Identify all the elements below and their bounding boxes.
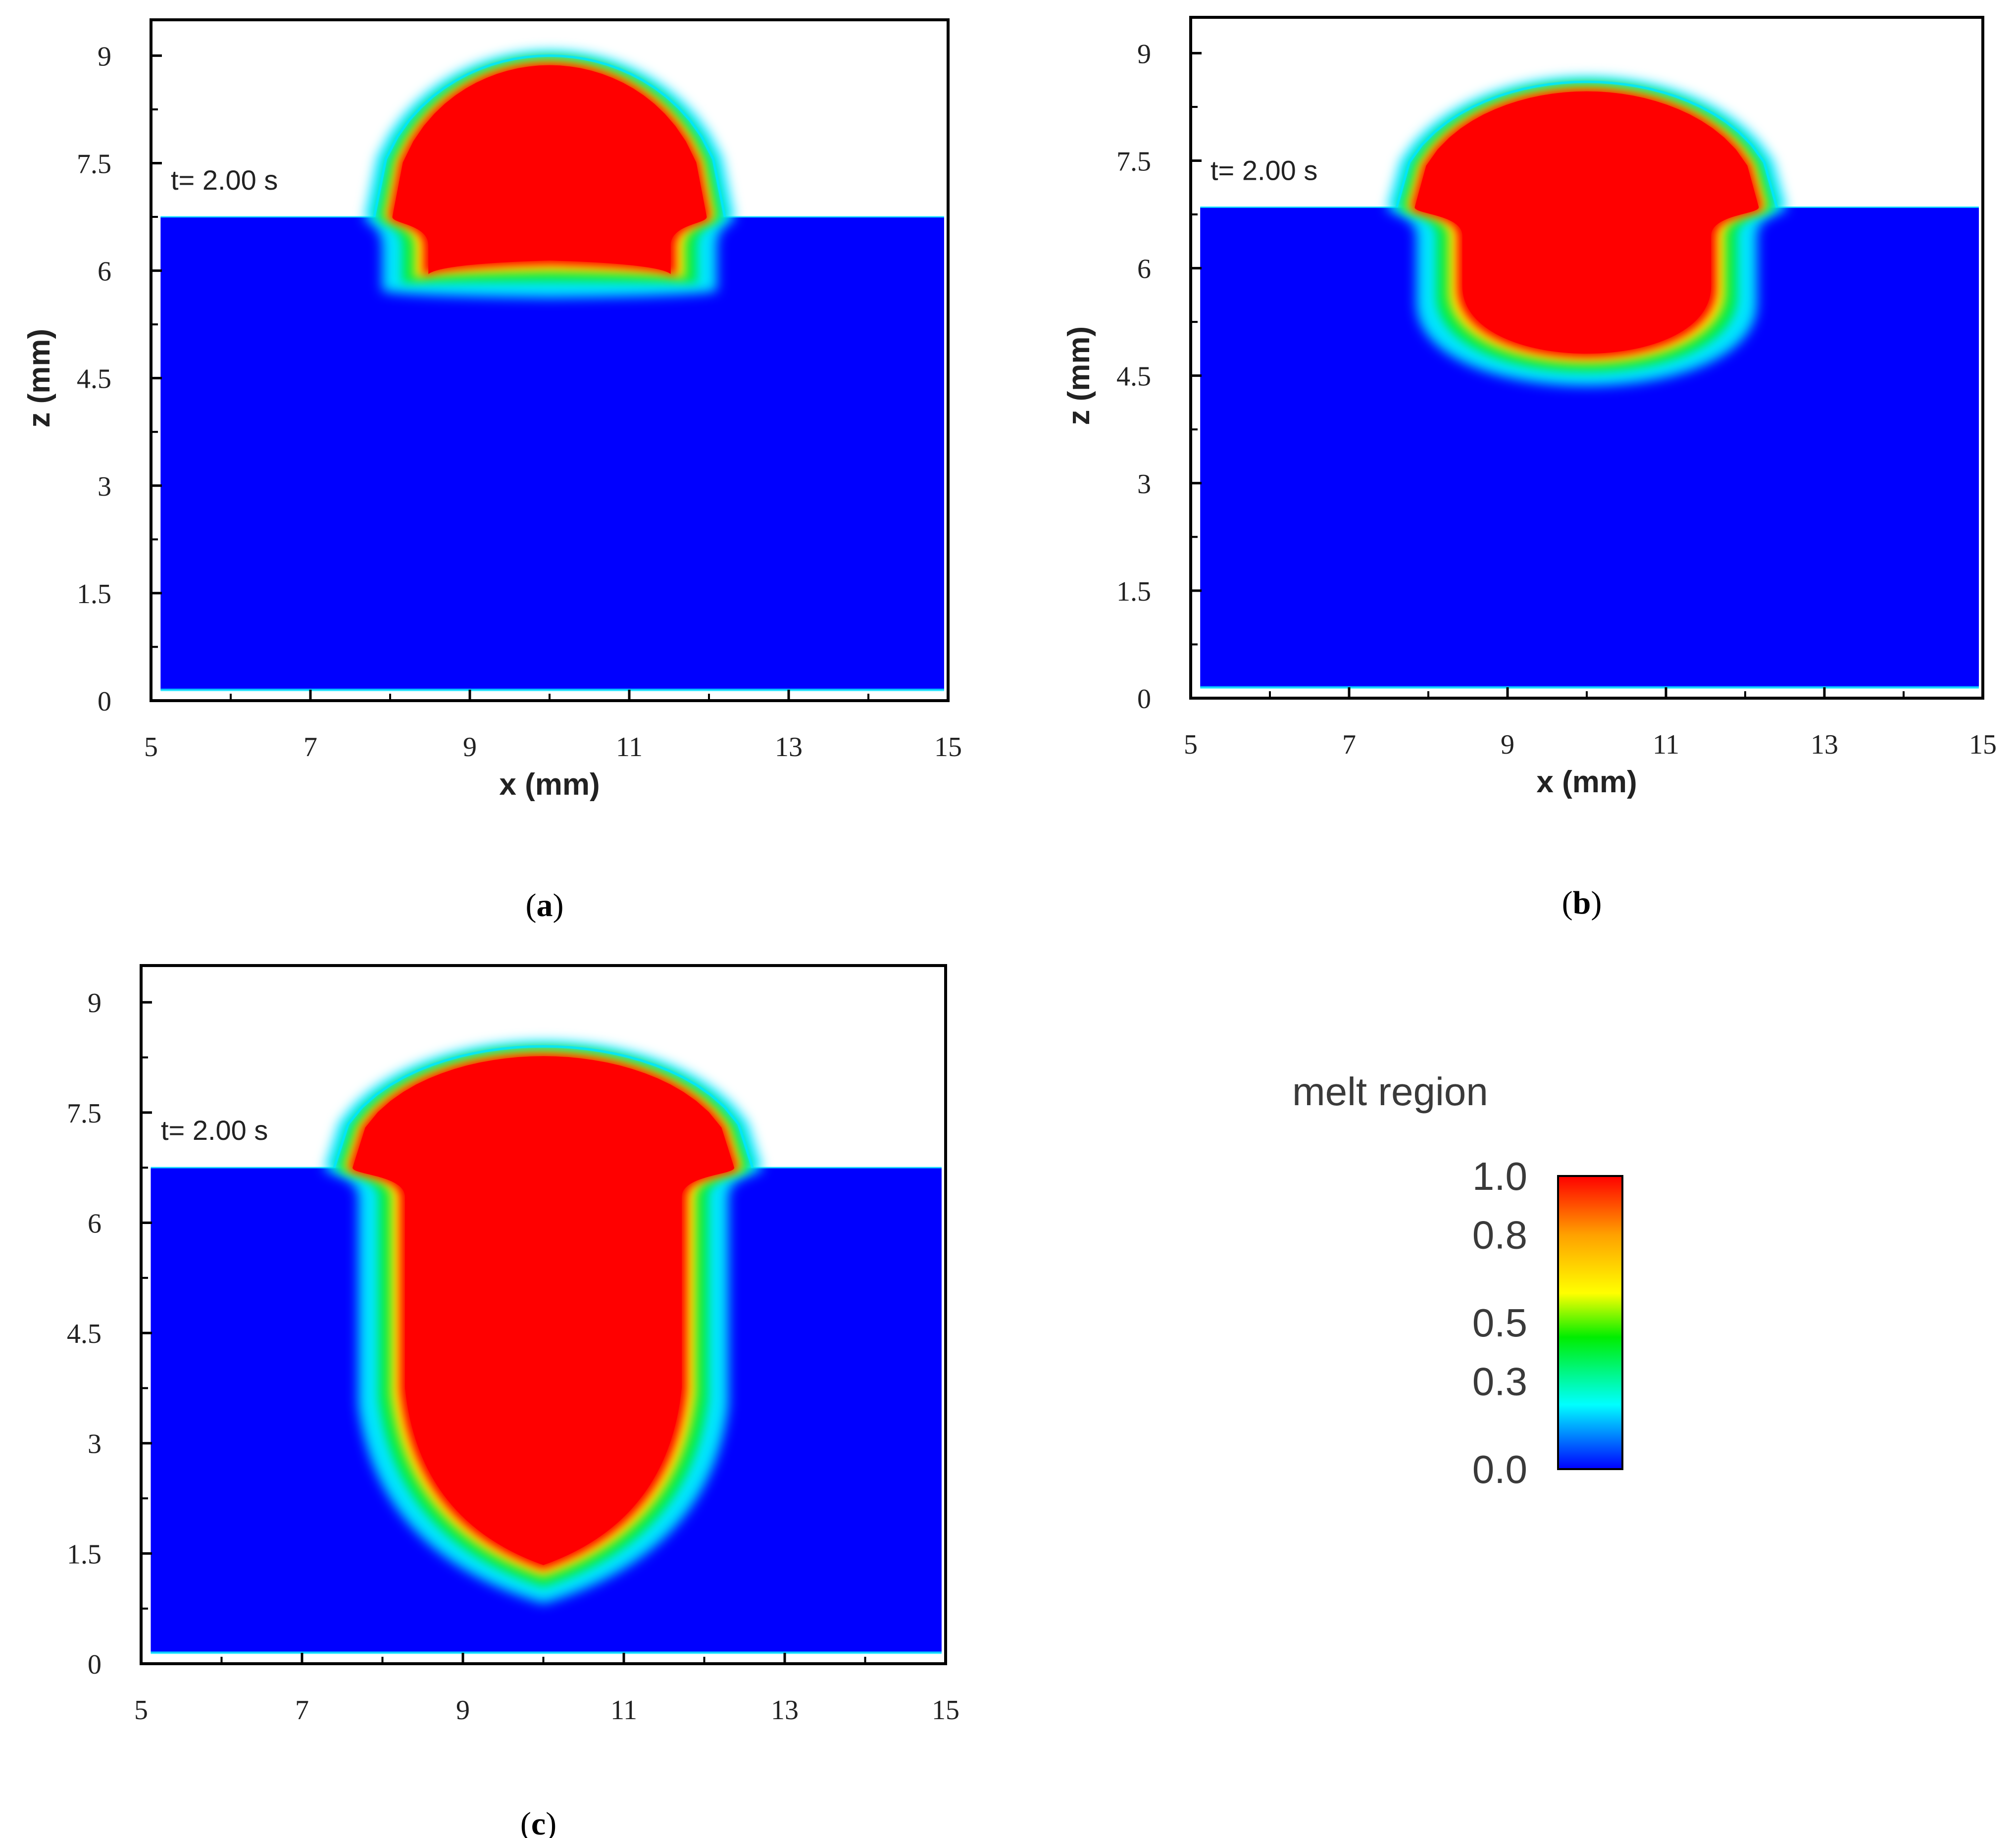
- y-tick-label-b-3: 4.5: [1116, 361, 1151, 392]
- y-tick-label-c-5: 7.5: [67, 1098, 101, 1129]
- legend-title: melt region: [1292, 1070, 1488, 1114]
- y-tick-label-a-0: 0: [98, 686, 111, 717]
- panel-c: 5 7 9 11 13 15 0 1.5 3 4.5 6 7.5 9 t= 2.00 s (c): [67, 964, 959, 1838]
- plot-area-c: [141, 966, 946, 1664]
- plot-area-a: [151, 20, 948, 701]
- legend-tick-label-3: 0.3: [1472, 1359, 1527, 1403]
- y-tick-label-b-6: 9: [1137, 39, 1151, 69]
- legend-tick-label-2: 0.5: [1472, 1301, 1527, 1345]
- x-tick-label-b-2: 9: [1501, 729, 1514, 760]
- plot-area-b: [1191, 17, 1983, 698]
- y-tick-label-c-3: 4.5: [67, 1319, 101, 1349]
- y-tick-label-b-4: 6: [1137, 254, 1151, 285]
- y-tick-label-c-0: 0: [88, 1649, 101, 1680]
- y-tick-label-b-0: 0: [1137, 684, 1151, 715]
- x-tick-label-a-0: 5: [144, 732, 158, 763]
- x-axis-label-a: x (mm): [499, 767, 600, 802]
- caption-a: (a): [526, 887, 564, 923]
- y-tick-label-a-6: 9: [98, 41, 111, 72]
- melt-core-b: [1414, 91, 1759, 354]
- panel-a: 5 7 9 11 13 15 0 1.5 3 4.5 6 7.5 9 t= 2.00 s x (mm) z (…: [22, 18, 962, 923]
- y-tick-label-a-4: 6: [98, 256, 111, 287]
- x-tick-label-a-5: 15: [934, 732, 962, 763]
- x-tick-label-c-4: 13: [771, 1695, 799, 1726]
- x-tick-label-c-0: 5: [134, 1695, 148, 1726]
- y-axis-label-a: z (mm): [22, 329, 56, 428]
- x-tick-label-c-3: 11: [610, 1695, 637, 1726]
- y-tick-label-b-1: 1.5: [1116, 576, 1151, 607]
- time-label-c: t= 2.00 s: [161, 1115, 268, 1146]
- x-tick-label-c-5: 15: [932, 1695, 959, 1726]
- caption-b: (b): [1562, 885, 1602, 921]
- cap-surface-c: [333, 1045, 754, 1168]
- x-tick-label-b-1: 7: [1342, 729, 1356, 760]
- y-tick-label-b-2: 3: [1137, 469, 1151, 500]
- panel-b: 5 7 9 11 13 15 0 1.5 3 4.5 6 7.5 9 t= 2.00 s x (mm) z (…: [1062, 16, 1997, 921]
- melt-core-c: [353, 1056, 734, 1565]
- x-tick-label-a-1: 7: [303, 732, 317, 763]
- y-tick-label-c-2: 3: [88, 1429, 101, 1460]
- x-tick-label-c-1: 7: [295, 1695, 309, 1726]
- x-tick-label-a-2: 9: [463, 732, 477, 763]
- x-axis-label-b: x (mm): [1536, 765, 1637, 799]
- melt-core-a: [392, 65, 707, 274]
- x-tick-label-a-3: 11: [616, 732, 643, 763]
- y-tick-label-a-3: 4.5: [77, 364, 111, 395]
- y-tick-label-a-2: 3: [98, 471, 111, 502]
- legend-colorbar: [1557, 1175, 1623, 1470]
- legend-tick-label-4: 0.0: [1472, 1447, 1527, 1491]
- y-axis-label-b: z (mm): [1062, 326, 1096, 425]
- x-tick-label-b-4: 13: [1811, 729, 1838, 760]
- y-tick-label-c-4: 6: [88, 1208, 101, 1239]
- time-label-a: t= 2.00 s: [171, 164, 278, 196]
- x-tick-label-b-5: 15: [1969, 729, 1997, 760]
- y-tick-label-a-5: 7.5: [77, 149, 111, 179]
- time-label-b: t= 2.00 s: [1210, 155, 1317, 186]
- y-tick-label-c-6: 9: [88, 988, 101, 1019]
- cap-surface-a: [373, 54, 726, 217]
- x-tick-label-b-3: 11: [1653, 729, 1679, 760]
- legend-tick-label-1: 0.8: [1472, 1213, 1527, 1257]
- x-tick-label-a-4: 13: [775, 732, 803, 763]
- y-tick-label-c-1: 1.5: [67, 1539, 101, 1570]
- caption-c: (c): [520, 1806, 556, 1838]
- legend-ticks: 1.0 0.8 0.5 0.3 0.0: [1472, 1154, 1527, 1491]
- legend: melt region 1.0 0.8 0.5 0.3 0.0: [1292, 1070, 1623, 1491]
- x-tick-label-b-0: 5: [1184, 729, 1198, 760]
- cap-surface-b: [1395, 80, 1778, 208]
- y-tick-label-a-1: 1.5: [77, 579, 111, 610]
- y-tick-label-b-5: 7.5: [1116, 146, 1151, 177]
- legend-tick-label-0: 1.0: [1472, 1154, 1527, 1198]
- x-tick-label-c-2: 9: [456, 1695, 470, 1726]
